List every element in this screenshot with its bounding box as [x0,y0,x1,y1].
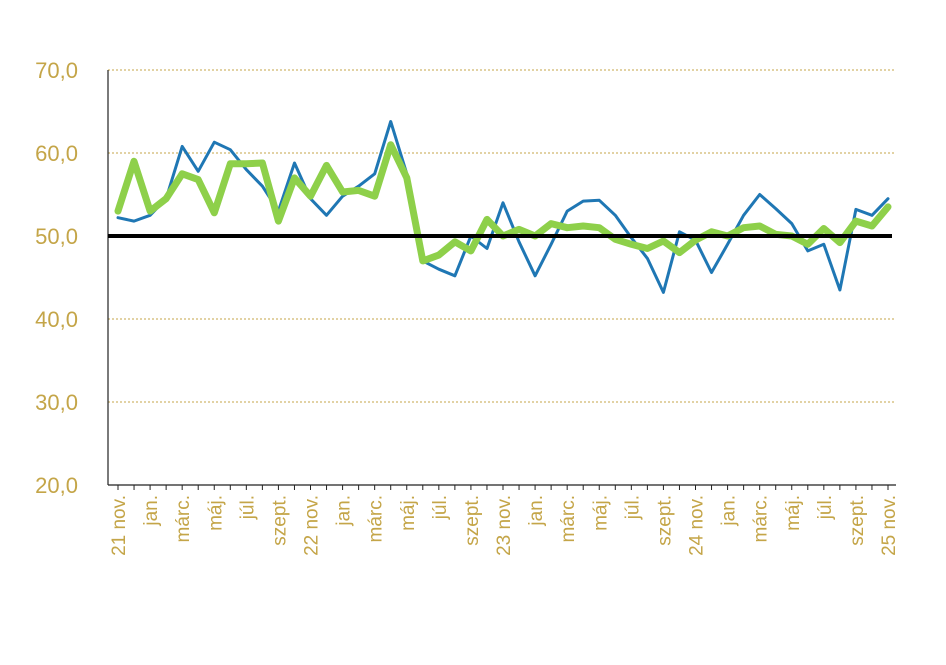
x-tick-label: 22 nov. [302,495,323,556]
x-tick-label: szept. [462,495,483,546]
x-tick-label: jan. [334,495,355,527]
x-tick-label: máj. [205,495,226,531]
series-line-blue [116,120,890,294]
axes [107,70,896,490]
y-tick-label: 20,0 [35,473,78,498]
x-tick-label: márc. [751,495,772,543]
y-tick-label: 70,0 [35,58,78,83]
y-axis-tick-labels: 20,0 30,0 40,0 50,0 60,0 70,0 [35,58,78,498]
x-axis-tick-labels: 21 nov. jan. márc. máj. júl. szept. 22 nov. jan… [109,495,900,556]
x-tick-label: jan. [719,495,740,527]
x-tick-label: júl. [622,495,643,520]
x-tick-label: márc. [558,495,579,543]
x-tick-label: máj. [783,495,804,531]
x-tick-label: jan. [141,495,162,527]
x-tick-label: máj. [398,495,419,531]
x-tick-label: máj. [590,495,611,531]
x-tick-label: 23 nov. [494,495,515,556]
y-tick-label: 60,0 [35,141,78,166]
x-tick-label: 25 nov. [879,495,900,556]
x-tick-label: szept. [654,495,675,546]
gridlines [108,69,896,403]
y-tick-label: 40,0 [35,307,78,332]
x-tick-label: márc. [366,495,387,543]
x-tick-label: szept. [847,495,868,546]
x-tick-label: szept. [269,495,290,546]
y-tick-label: 50,0 [35,224,78,249]
x-tick-label: 24 nov. [687,495,708,556]
y-tick-label: 30,0 [35,390,78,415]
x-tick-label: júl. [430,495,451,520]
x-tick-label: júl. [237,495,258,520]
x-tick-label: márc. [173,495,194,543]
series-lines [114,120,892,294]
x-tick-label: 21 nov. [109,495,130,556]
x-tick-label: jan. [526,495,547,527]
x-tick-label: júl. [815,495,836,520]
